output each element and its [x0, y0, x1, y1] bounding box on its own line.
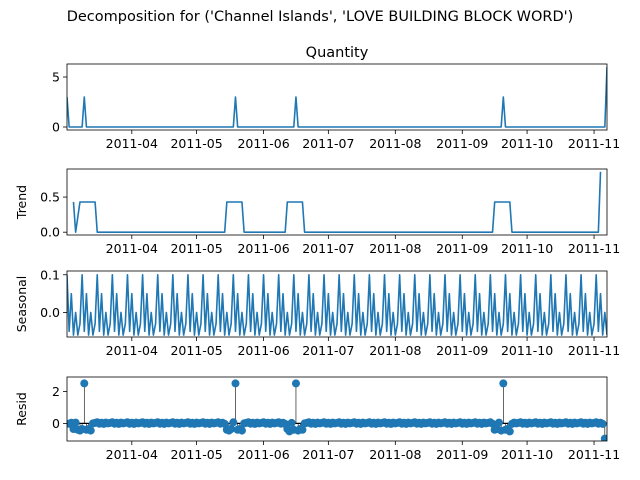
resid-point	[231, 379, 240, 388]
x-tick-label: 2011-09	[436, 241, 488, 256]
plot-area	[72, 171, 602, 233]
x-tick-label: 2011-04	[106, 241, 158, 256]
x-tick-label: 2011-06	[237, 136, 289, 151]
x-tick-label: 2011-11	[568, 241, 620, 256]
x-tick-label: 2011-10	[501, 241, 553, 256]
x-tick-label: 2011-11	[568, 136, 620, 151]
x-tick-label: 2011-11	[568, 447, 620, 462]
subplot-1: Quantity 0 5 2011-04 2011-05 2011-06 2011-07 20…	[52, 45, 620, 151]
series-line	[67, 273, 607, 336]
x-tick-label: 2011-08	[369, 343, 421, 358]
series-line	[67, 66, 607, 128]
axes-frame	[66, 63, 608, 131]
subplot-4: Resid 0 2 2011-04 2011-05 2011-06 2011-07 2011-…	[14, 376, 620, 462]
x-tick-label: 2011-07	[302, 241, 354, 256]
y-tick-label: 0.5	[40, 190, 60, 205]
subplot-3: Seasonal 0.0 0.1 2011-04 2011-05 2011-06 2011-…	[14, 267, 620, 358]
subplot-2: Trend 0.0 0.5 2011-04 2011-05 2011-06 2011-07 2…	[14, 168, 620, 256]
x-tick-label: 2011-10	[501, 447, 553, 462]
axes-frame	[66, 270, 608, 338]
x-tick-label: 2011-08	[369, 241, 421, 256]
x-tick-label: 2011-05	[170, 343, 222, 358]
resid-point	[229, 418, 238, 427]
resid-point	[287, 418, 296, 427]
plot-area	[67, 379, 607, 441]
resid-point	[495, 418, 503, 427]
axes-frame	[66, 168, 608, 236]
x-tick-label: 2011-09	[436, 343, 488, 358]
x-tick-label: 2011-10	[501, 343, 553, 358]
x-tick-label: 2011-06	[237, 343, 289, 358]
y-tick-label: 0.0	[40, 305, 60, 320]
resid-point	[499, 379, 508, 388]
x-tick-label: 2011-04	[106, 136, 158, 151]
x-tick-label: 2011-06	[237, 447, 289, 462]
resid-point	[488, 419, 497, 428]
x-tick-label: 2011-06	[237, 241, 289, 256]
axes-frame	[66, 376, 608, 442]
plot-area	[67, 66, 607, 128]
x-tick-label: 2011-08	[369, 447, 421, 462]
resid-point	[237, 426, 246, 435]
resid-point	[80, 379, 89, 388]
x-tick-label: 2011-08	[369, 136, 421, 151]
y-axis-label: Resid	[14, 392, 29, 426]
x-tick-label: 2011-09	[436, 447, 488, 462]
y-axis-label: Trend	[14, 185, 29, 220]
y-tick-label: 0	[52, 120, 60, 135]
resid-point	[291, 379, 300, 388]
figure-suptitle: Decomposition for ('Channel Islands', 'L…	[67, 9, 574, 25]
x-tick-label: 2011-04	[106, 343, 158, 358]
y-tick-label: 2	[52, 384, 60, 399]
resid-point	[71, 418, 80, 427]
plot-area	[67, 273, 607, 336]
y-tick-label: 5	[52, 70, 60, 85]
resid-point	[600, 434, 607, 441]
resid-point	[227, 425, 236, 433]
x-tick-label: 2011-05	[170, 241, 222, 256]
resid-point	[598, 419, 607, 428]
resid-point	[298, 425, 307, 434]
series-line	[72, 171, 602, 233]
x-tick-label: 2011-07	[302, 136, 354, 151]
x-tick-label: 2011-04	[106, 447, 158, 462]
x-tick-label: 2011-11	[568, 343, 620, 358]
subplot-title: Quantity	[306, 45, 369, 61]
resid-point	[505, 427, 514, 436]
x-tick-label: 2011-05	[170, 447, 222, 462]
y-tick-label: 0.0	[40, 225, 60, 240]
x-tick-label: 2011-09	[436, 136, 488, 151]
x-tick-label: 2011-07	[302, 447, 354, 462]
x-tick-label: 2011-07	[302, 343, 354, 358]
resid-point	[86, 426, 95, 435]
y-tick-label: 0	[52, 416, 60, 431]
x-tick-label: 2011-10	[501, 136, 553, 151]
y-axis-label: Seasonal	[14, 276, 29, 333]
x-tick-label: 2011-05	[170, 136, 222, 151]
y-tick-label: 0.1	[40, 267, 60, 282]
